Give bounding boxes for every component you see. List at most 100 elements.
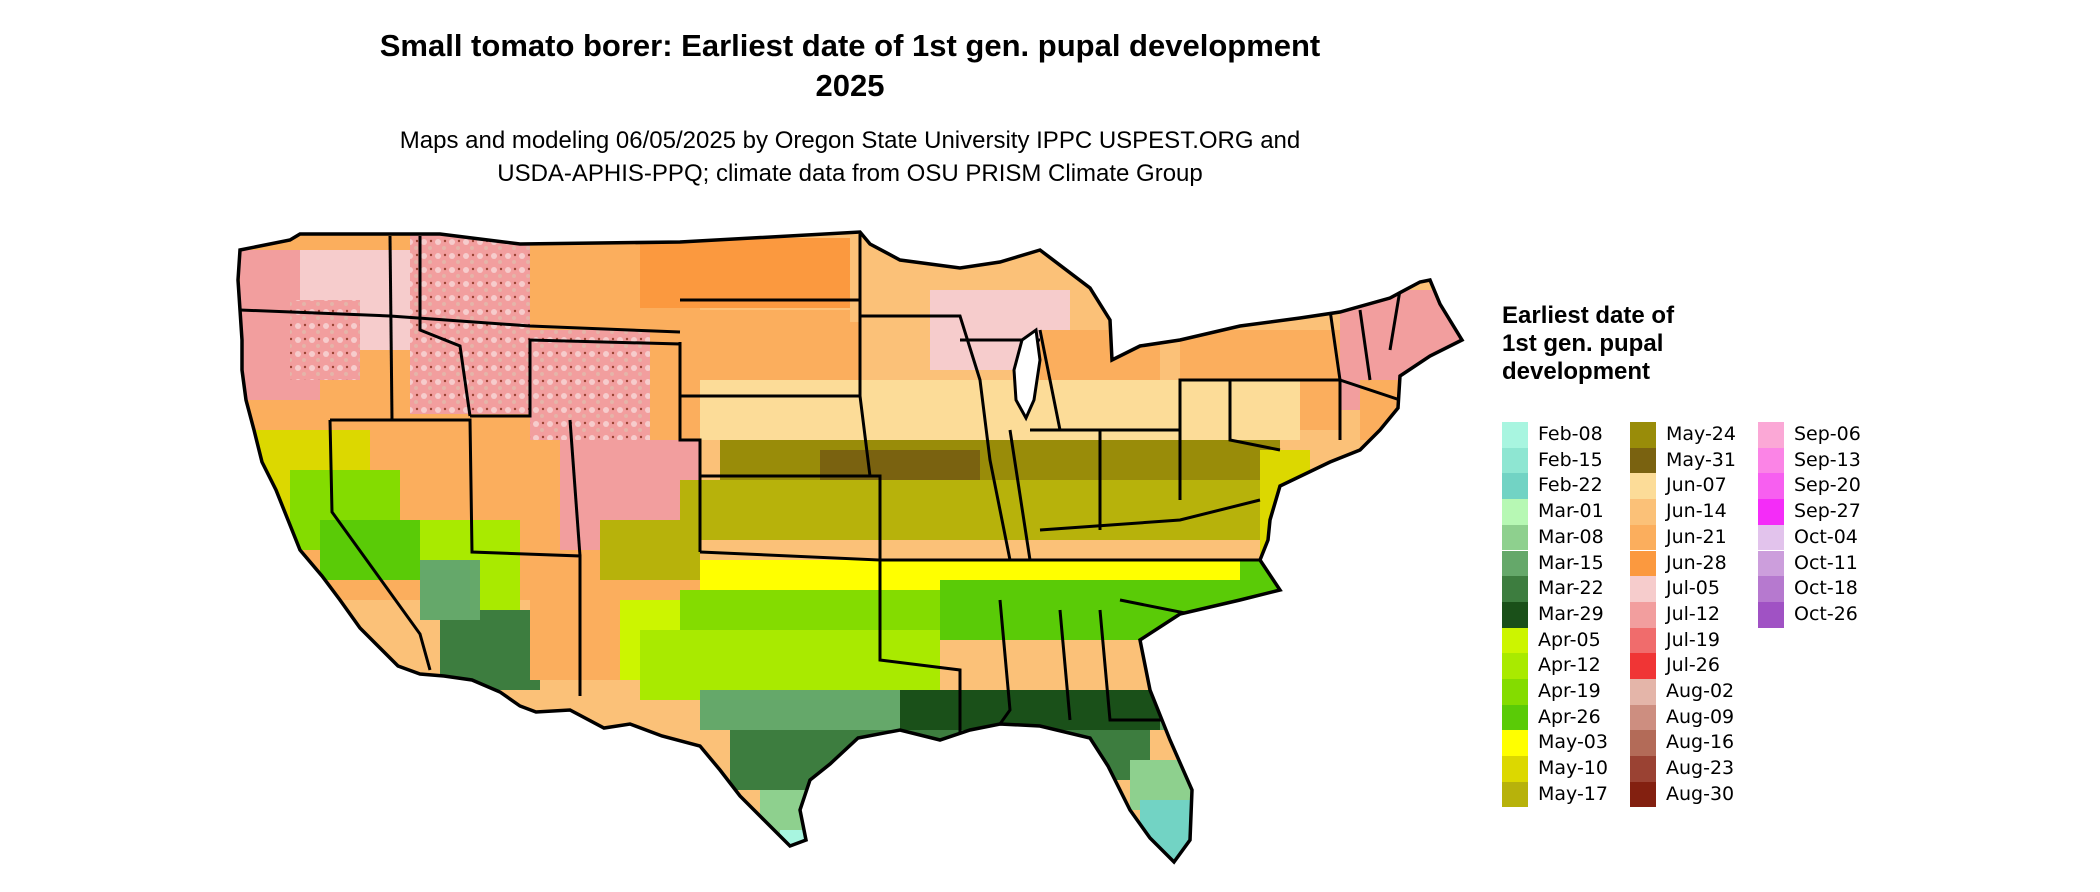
legend-label: Sep-27 xyxy=(1794,500,1861,523)
legend-item: Sep-20 xyxy=(1758,473,1882,500)
legend-label: Apr-05 xyxy=(1538,628,1601,651)
us-map xyxy=(236,226,1472,882)
legend-label: Jul-05 xyxy=(1666,577,1720,600)
legend-swatch xyxy=(1502,422,1528,448)
legend-label: Mar-15 xyxy=(1538,551,1604,574)
legend-item: Mar-15 xyxy=(1502,550,1626,577)
legend-item: Feb-15 xyxy=(1502,447,1626,474)
legend-swatch xyxy=(1630,550,1656,577)
legend-item: Aug-23 xyxy=(1630,756,1754,782)
legend-title: Earliest date of 1st gen. pupal developm… xyxy=(1502,302,1675,385)
legend-item: Mar-22 xyxy=(1502,576,1626,602)
legend-item: Mar-29 xyxy=(1502,601,1626,628)
legend-label: May-10 xyxy=(1538,757,1608,780)
legend-label: Jun-21 xyxy=(1666,525,1727,548)
legend-label: Oct-11 xyxy=(1794,551,1858,574)
legend-item: Aug-02 xyxy=(1630,679,1754,705)
legend-swatch xyxy=(1758,447,1784,474)
legend-item: Aug-09 xyxy=(1630,704,1754,731)
us-outline xyxy=(236,230,1465,865)
legend-item: Oct-04 xyxy=(1758,524,1882,551)
legend-label: Oct-26 xyxy=(1794,602,1858,625)
legend-swatch xyxy=(1502,653,1528,679)
legend-swatch xyxy=(1502,447,1528,474)
legend-label: Feb-22 xyxy=(1538,474,1603,497)
lake-michigan xyxy=(1012,327,1042,422)
legend-swatch xyxy=(1502,627,1528,654)
legend-swatch xyxy=(1502,781,1528,808)
legend-item: Apr-19 xyxy=(1502,679,1626,705)
map-subtitle-line2: USDA-APHIS-PPQ; climate data from OSU PR… xyxy=(497,160,1203,187)
us-map-svg xyxy=(236,230,1465,865)
legend-label: Jun-07 xyxy=(1666,474,1727,497)
legend-label: Jul-12 xyxy=(1666,602,1720,625)
legend-swatch xyxy=(1630,601,1656,628)
legend-swatch xyxy=(1502,499,1528,525)
map-fill xyxy=(238,232,1462,862)
legend-swatch xyxy=(1502,601,1528,628)
legend-item: Feb-22 xyxy=(1502,473,1626,500)
legend-item: Jul-26 xyxy=(1630,653,1754,679)
legend-item: May-03 xyxy=(1502,730,1626,757)
legend-swatch xyxy=(1502,473,1528,500)
map-title-line2: 2025 xyxy=(815,68,885,103)
legend-swatch xyxy=(1502,730,1528,757)
legend-label: Apr-12 xyxy=(1538,654,1601,677)
legend-label: Mar-08 xyxy=(1538,525,1604,548)
legend-label: Oct-18 xyxy=(1794,577,1858,600)
legend-swatch xyxy=(1630,447,1656,474)
legend-label: May-17 xyxy=(1538,782,1608,805)
legend-swatch xyxy=(1758,550,1784,577)
legend-label: Apr-19 xyxy=(1538,680,1601,702)
legend-swatch xyxy=(1758,473,1784,500)
legend-label: May-24 xyxy=(1666,423,1736,445)
legend-swatch xyxy=(1630,576,1656,602)
legend-item: Apr-12 xyxy=(1502,653,1626,679)
legend-swatch xyxy=(1630,730,1656,757)
map-title: Small tomato borer: Earliest date of 1st… xyxy=(310,26,1390,106)
legend-swatch xyxy=(1502,704,1528,731)
legend: Feb-08 Feb-15 Feb-22 Mar-01 Mar-08 Mar-15 Mar-… xyxy=(1502,422,1962,812)
legend-swatch xyxy=(1758,422,1784,448)
legend-label: Aug-02 xyxy=(1666,680,1735,702)
legend-item: Sep-13 xyxy=(1758,447,1882,474)
legend-label: Feb-08 xyxy=(1538,423,1603,445)
legend-label: Mar-29 xyxy=(1538,602,1604,625)
legend-label: Jul-26 xyxy=(1666,654,1720,677)
map-subtitle-line1: Maps and modeling 06/05/2025 by Oregon S… xyxy=(399,127,1301,154)
legend-label: Feb-15 xyxy=(1538,448,1603,471)
legend-swatch xyxy=(1758,601,1784,628)
legend-label: Aug-30 xyxy=(1666,782,1735,805)
map-subtitle: Maps and modeling 06/05/2025 by Oregon S… xyxy=(310,124,1390,190)
legend-swatch xyxy=(1630,473,1656,500)
legend-item: Jun-21 xyxy=(1630,524,1754,551)
legend-label: Jun-14 xyxy=(1666,500,1727,523)
legend-item: May-31 xyxy=(1630,447,1754,474)
legend-label: Aug-23 xyxy=(1666,757,1735,780)
legend-label: Aug-09 xyxy=(1666,705,1735,728)
legend-item: Apr-26 xyxy=(1502,704,1626,731)
legend-label: Jun-28 xyxy=(1666,551,1727,574)
legend-label: May-31 xyxy=(1666,448,1736,471)
legend-swatch xyxy=(1630,627,1656,654)
legend-item: Mar-01 xyxy=(1502,499,1626,525)
legend-item: Oct-26 xyxy=(1758,601,1882,628)
legend-swatch xyxy=(1758,576,1784,602)
legend-label: Mar-22 xyxy=(1538,577,1604,600)
legend-item: Jun-07 xyxy=(1630,473,1754,500)
legend-swatch xyxy=(1758,524,1784,551)
legend-item: Jul-12 xyxy=(1630,601,1754,628)
legend-item: Mar-08 xyxy=(1502,524,1626,551)
legend-item: Apr-05 xyxy=(1502,627,1626,654)
legend-label: Sep-20 xyxy=(1794,474,1861,497)
legend-item: Sep-27 xyxy=(1758,499,1882,525)
legend-swatch xyxy=(1630,781,1656,808)
legend-label: Oct-04 xyxy=(1794,525,1858,548)
legend-item: Oct-18 xyxy=(1758,576,1882,602)
legend-swatch xyxy=(1630,679,1656,705)
legend-swatch xyxy=(1502,550,1528,577)
legend-item: Jun-14 xyxy=(1630,499,1754,525)
legend-swatch xyxy=(1502,756,1528,782)
legend-label: Sep-06 xyxy=(1794,423,1861,445)
legend-swatch xyxy=(1630,422,1656,448)
